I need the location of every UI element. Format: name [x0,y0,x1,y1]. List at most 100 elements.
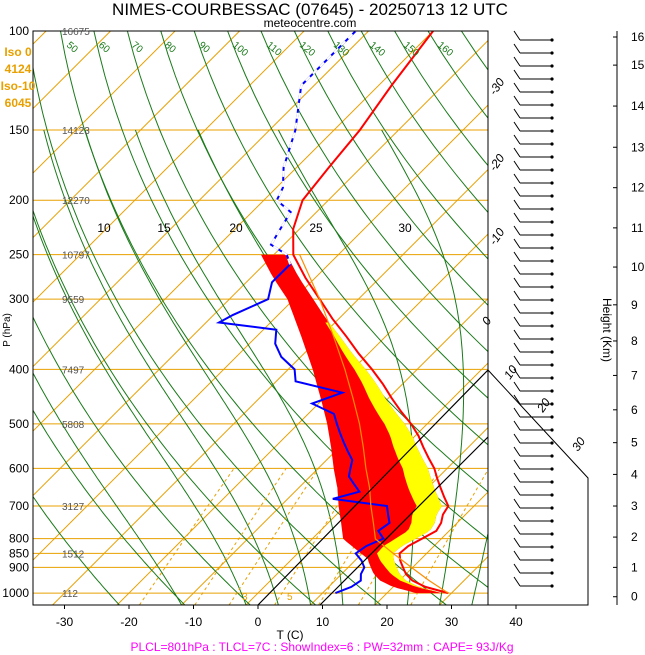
pressure-tick-label: 100 [9,24,29,38]
wind-barb-flag [513,381,521,392]
x-tick-label: 20 [380,615,394,629]
wind-barb-dot [550,129,554,133]
wind-barb-flag [513,69,521,80]
wind-barb-dot [550,90,554,94]
mixing-ratio-label: 5 [287,592,293,603]
height-tick-label: 16 [631,30,645,44]
wind-barb-flag [513,576,521,587]
height-tick-label: 9 [631,298,638,312]
pressure-tick-label: 800 [9,532,29,546]
wind-barb-flag [513,329,521,340]
wind-barb-flag [513,264,521,275]
height-tick-label: 1 [631,560,638,574]
wind-barb-dot [550,337,554,341]
geopotential-label: 14123 [62,126,90,137]
dewpoint-upper-gap [269,31,357,265]
mixing-ratio-line [194,468,287,605]
pressure-tick-label: 1000 [2,586,29,600]
geopotential-label: 16675 [62,27,90,38]
moist-adiabat [33,214,247,605]
pressure-tick-label: 400 [9,362,29,376]
isotherm [33,31,305,303]
wind-barb-dot [550,428,554,432]
height-tick-label: 3 [631,499,638,513]
x-tick-label: 30 [445,615,459,629]
wind-barb-dot [550,376,554,380]
wind-barb-flag [513,277,521,288]
dry-adiabat [293,31,488,306]
isotherm [33,31,434,432]
wind-barb-dot [550,402,554,406]
wind-barb-dot [550,38,554,42]
geopotential-label: 112 [62,589,78,600]
x-tick-label: -30 [56,615,74,629]
series-dewpoint [215,31,391,595]
wind-barb-flag [513,446,521,457]
wind-barb-dot [550,415,554,419]
wet-bulb-label: -10 [486,225,508,248]
wet-bulb-label: -20 [486,151,508,174]
wind-barb-dot [550,519,554,523]
wind-barb-dot [550,324,554,328]
x-tick-label: -10 [185,615,203,629]
wind-barb-dot [550,545,554,549]
dry-adiabat [60,31,447,605]
height-tick-label: 7 [631,368,638,382]
wind-barb-dot [550,532,554,536]
wind-barb-flag [513,225,521,236]
moist-adiabat [381,129,465,605]
wind-barb-dot [550,168,554,172]
isotherm [33,31,111,110]
dry-adiabat [33,409,186,605]
wet-bulb-label: -30 [486,75,508,98]
wind-barb-flag [513,303,521,314]
wind-barb-dot [550,454,554,458]
y-axis-label: P (hPa) [2,313,13,347]
mixing-ratio-line [410,468,488,605]
pressure-tick-label: 250 [9,248,29,262]
wind-barb-flag [513,186,521,197]
wind-barb-dot [550,389,554,393]
wind-barb-flag [513,316,521,327]
wind-barb-dot [550,181,554,185]
height-tick-label: 4 [631,467,638,481]
x-tick-label: -20 [120,615,138,629]
wind-barb-flag [513,433,521,444]
wind-barb-flag [513,407,521,418]
height-tick-label: 10 [631,260,645,274]
x-tick-label: 40 [509,615,523,629]
wind-barb-dot [550,441,554,445]
wind-barb-dot [550,103,554,107]
wind-barb-flag [513,420,521,431]
dry-adiabat [193,31,488,446]
zero-line [257,369,489,606]
dry-adiabat [495,31,645,605]
theta-label: 60 [96,40,112,56]
wind-barb-flag [513,56,521,67]
wind-barb-dot [550,558,554,562]
height-tick-label: 11 [631,221,644,235]
x-tick-label: 10 [316,615,330,629]
wind-barb-flag [513,485,521,496]
wind-panel-frame [487,31,589,606]
wind-barb-flag [513,238,521,249]
series-temperature [292,31,450,595]
wind-barb-dot [550,207,554,211]
dry-adiabat [33,495,120,605]
wind-barb-dot [550,116,554,120]
theta-label: 100 [230,40,250,59]
iso-label: Iso 0 [4,45,32,59]
thetae-label: 15 [157,221,171,235]
wind-barb-flag [513,134,521,145]
geopotential-label: 9559 [62,295,85,306]
height-tick-label: 12 [631,181,645,195]
isotherm [33,39,488,497]
theta-label: 150 [401,40,421,59]
height-tick-label: 8 [631,334,638,348]
wind-barb-dot [550,285,554,289]
dry-adiabat [227,31,488,399]
wind-barb-dot [550,350,554,354]
wind-barb-flag [513,355,521,366]
wind-barb-dot [550,246,554,250]
